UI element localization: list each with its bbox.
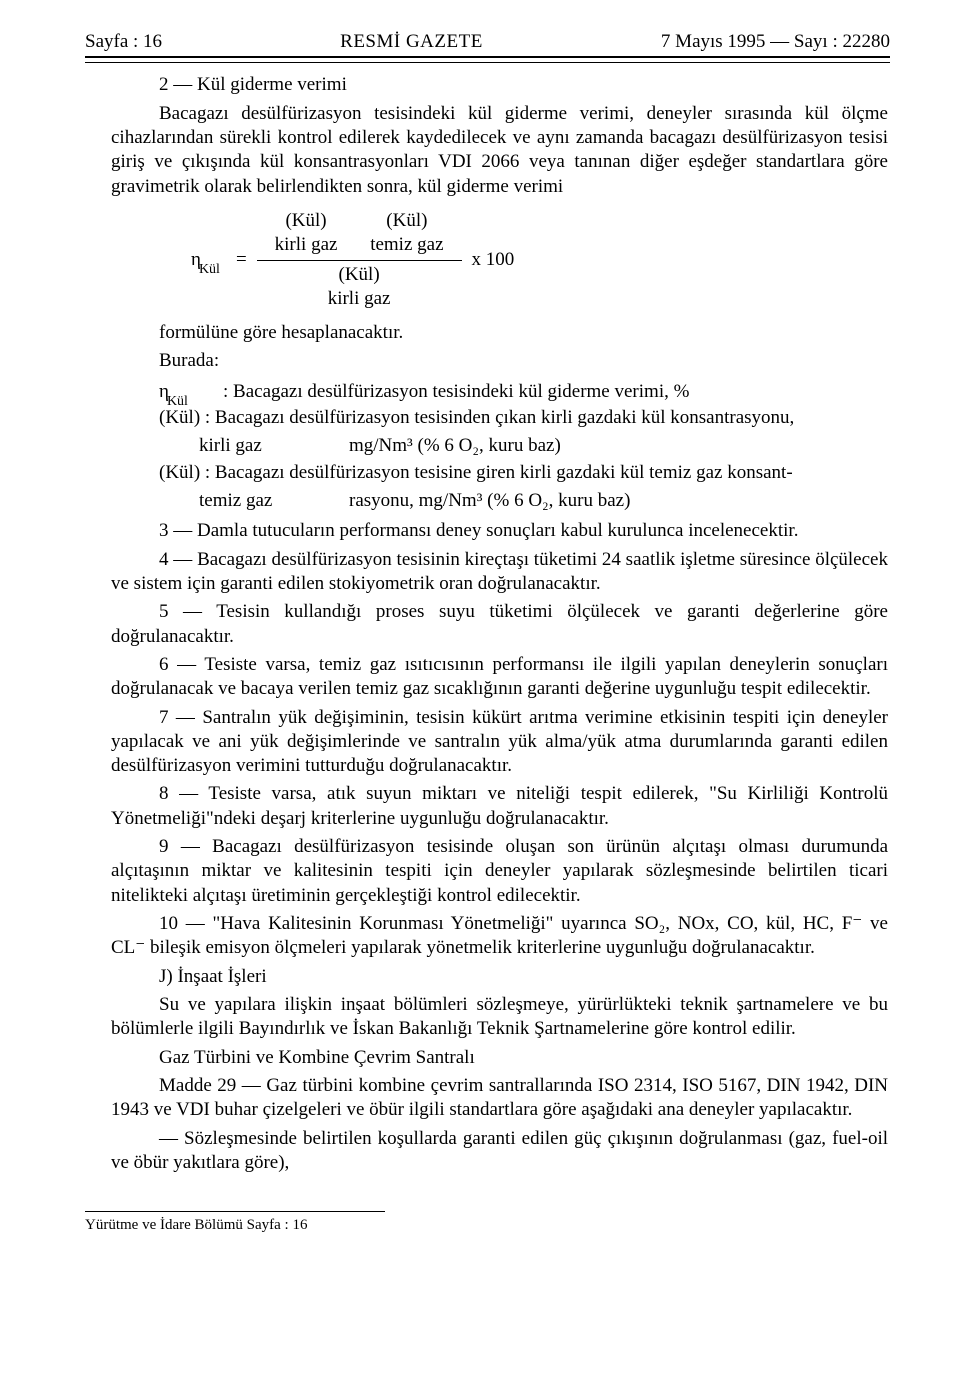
section-2-body: Bacagazı desülfürizasyon tesisindeki kül… — [111, 102, 888, 199]
page: Sayfa : 16 RESMİ GAZETE 7 Mayıs 1995 — S… — [0, 0, 960, 1383]
num-kirli-top: (Kül) — [275, 209, 338, 233]
para-9: 9 — Bacagazı desülfürizasyon tesisinde o… — [111, 835, 888, 908]
para-6: 6 — Tesiste varsa, temiz gaz ısıtıcısını… — [111, 653, 888, 702]
num-kirli-bot: kirli gaz — [275, 233, 338, 257]
formula-after: formülüne göre hesaplanacaktır. — [111, 321, 888, 345]
def-temiz-line2: temiz gaz rasyonu, mg/Nm³ (% 6 O₂, kuru … — [199, 489, 888, 513]
den-kirli-top: (Kül) — [328, 263, 391, 287]
def-temiz-line1: (Kül) : Bacagazı desülfürizasyon tesisin… — [159, 461, 888, 485]
para-7: 7 — Santralın yük değişiminin, tesisin k… — [111, 706, 888, 779]
def-eta: ηKül : Bacagazı desülfürizasyon tesisind… — [159, 380, 888, 404]
def-kirli-text: mg/Nm³ (% 6 O₂, kuru baz) — [349, 434, 888, 458]
definitions: ηKül : Bacagazı desülfürizasyon tesisind… — [111, 380, 888, 514]
section-2-title: 2 — Kül giderme verimi — [111, 73, 888, 97]
body-content: 2 — Kül giderme verimi Bacagazı desülfür… — [85, 73, 890, 1175]
burada-label: Burada: — [111, 349, 888, 373]
fraction-bar — [257, 260, 462, 261]
para-3: 3 — Damla tutucuların performansı deney … — [111, 519, 888, 543]
num-temiz-top: (Kül) — [370, 209, 443, 233]
fraction: (Kül) kirli gaz (Kül) temiz gaz (Kül) ki… — [257, 209, 462, 311]
formula-lhs: ηKül — [191, 248, 226, 272]
def-kirli-line2: kirli gaz mg/Nm³ (% 6 O₂, kuru baz) — [199, 434, 888, 458]
def-temiz-text: rasyonu, mg/Nm³ (% 6 O₂, kuru baz) — [349, 489, 888, 513]
formula-kul: ηKül = (Kül) kirli gaz (Kül) temiz gaz — [191, 209, 888, 311]
header-left: Sayfa : 16 — [85, 30, 162, 54]
def-eta-text: : Bacagazı desülfürizasyon tesisindeki k… — [223, 380, 888, 404]
den-term-kirli: (Kül) kirli gaz — [328, 263, 391, 312]
fraction-denominator: (Kül) kirli gaz — [257, 263, 462, 312]
num-term-kirli: (Kül) kirli gaz — [275, 209, 338, 258]
def-kirli-label: kirli gaz — [199, 434, 349, 458]
times-100: x 100 — [472, 248, 515, 272]
para-madde-29: Madde 29 — Gaz türbini kombine çevrim sa… — [111, 1074, 888, 1123]
den-kirli-bot: kirli gaz — [328, 287, 391, 311]
eta-subscript: Kül — [199, 262, 220, 277]
page-header: Sayfa : 16 RESMİ GAZETE 7 Mayıs 1995 — S… — [85, 30, 890, 54]
para-8: 8 — Tesiste varsa, atık suyun miktarı ve… — [111, 782, 888, 831]
def-temiz-label: temiz gaz — [199, 489, 349, 513]
fraction-numerator: (Kül) kirli gaz (Kül) temiz gaz — [257, 209, 462, 258]
def-eta-symbol: ηKül — [159, 380, 223, 404]
para-j-body: Su ve yapılara ilişkin inşaat bölümleri … — [111, 993, 888, 1042]
footer-text: Yürütme ve İdare Bölümü Sayfa : 16 — [85, 1216, 890, 1235]
para-10: 10 — "Hava Kalitesinin Korunması Yönetme… — [111, 912, 888, 961]
footer-rule — [85, 1211, 385, 1212]
def-kirli-line1: (Kül) : Bacagazı desülfürizasyon tesisin… — [159, 406, 888, 430]
para-dash: — Sözleşmesinde belirtilen koşullarda ga… — [111, 1127, 888, 1176]
para-5: 5 — Tesisin kullandığı proses suyu tüket… — [111, 600, 888, 649]
num-temiz-bot: temiz gaz — [370, 233, 443, 257]
header-center: RESMİ GAZETE — [340, 30, 483, 54]
para-gaz-title: Gaz Türbini ve Kombine Çevrim Santralı — [111, 1046, 888, 1070]
num-term-temiz: (Kül) temiz gaz — [370, 209, 443, 258]
header-right: 7 Mayıs 1995 — Sayı : 22280 — [661, 30, 890, 54]
header-rule — [85, 56, 890, 63]
para-j-title: J) İnşaat İşleri — [111, 965, 888, 989]
def-eta-sub: Kül — [167, 394, 188, 409]
para-4: 4 — Bacagazı desülfürizasyon tesisinin k… — [111, 548, 888, 597]
equals-sign: = — [236, 248, 247, 272]
